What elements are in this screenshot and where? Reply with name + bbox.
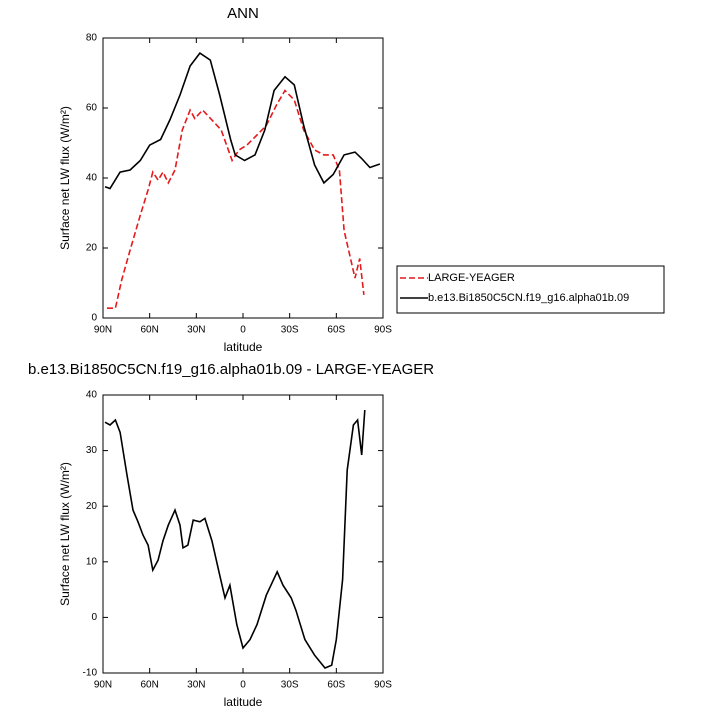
x-tick-label: 30S <box>281 680 299 691</box>
y-tick-label: 0 <box>91 612 97 623</box>
y-tick-label: 30 <box>86 445 98 456</box>
y-tick-label: -10 <box>83 668 98 679</box>
y-tick-label: 60 <box>86 103 98 114</box>
legend-box <box>396 265 665 314</box>
y-axis-label: Surface net LW flux (W/m²) <box>58 106 72 250</box>
x-axis-label: latitude <box>224 340 263 354</box>
x-tick-label: 90N <box>94 325 112 336</box>
data-line <box>107 89 365 309</box>
y-tick-label: 20 <box>86 243 98 254</box>
y-tick-label: 10 <box>86 556 98 567</box>
y-tick-label: 40 <box>86 390 98 401</box>
legend-label: b.e13.Bi1850C5CN.f19_g16.alpha01b.09 <box>428 292 629 304</box>
plot-frame <box>102 394 384 674</box>
chart-title: b.e13.Bi1850C5CN.f19_g16.alpha01b.09 - L… <box>28 361 434 378</box>
chart-title: ANN <box>227 5 259 22</box>
x-tick-label: 30N <box>187 680 205 691</box>
x-tick-label: 30N <box>187 325 205 336</box>
x-tick-label: 30S <box>281 325 299 336</box>
x-tick-label: 0 <box>240 680 246 691</box>
legend-label: LARGE-YEAGER <box>428 272 515 284</box>
data-line <box>104 52 381 190</box>
y-axis-label: Surface net LW flux (W/m²) <box>58 462 72 606</box>
x-tick-label: 0 <box>240 325 246 336</box>
x-tick-label: 90N <box>94 680 112 691</box>
x-tick-label: 60N <box>140 680 158 691</box>
plot-frame <box>102 37 384 319</box>
x-tick-label: 90S <box>374 680 392 691</box>
y-tick-label: 0 <box>91 313 97 324</box>
y-tick-label: 40 <box>86 173 98 184</box>
x-axis-label: latitude <box>224 695 263 709</box>
x-tick-label: 60N <box>140 325 158 336</box>
x-tick-label: 60S <box>327 325 345 336</box>
x-tick-label: 90S <box>374 325 392 336</box>
data-line <box>104 409 366 669</box>
y-tick-label: 80 <box>86 33 98 44</box>
x-tick-label: 60S <box>327 680 345 691</box>
y-tick-label: 20 <box>86 501 98 512</box>
